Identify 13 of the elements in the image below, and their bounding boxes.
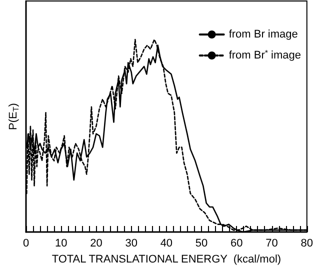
x-tick-label: 50	[195, 238, 208, 250]
x-tick-label: 40	[160, 238, 173, 250]
y-axis-title: P(ET)	[8, 103, 20, 130]
x-tick-label: 60	[230, 238, 243, 250]
legend-label: from Br* image	[228, 48, 302, 62]
x-tick-label: 10	[54, 238, 68, 250]
x-tick-label: 0	[22, 238, 30, 250]
x-tick-label: 80	[300, 238, 314, 250]
x-tick-label: 20	[90, 238, 102, 250]
x-tick-label: 70	[266, 238, 278, 250]
x-tick-label: 30	[125, 238, 138, 250]
x-axis-title: TOTAL TRANSLATIONAL ENERGY (kcal/mol)	[52, 254, 282, 266]
legend-label: from Br image	[228, 28, 298, 40]
